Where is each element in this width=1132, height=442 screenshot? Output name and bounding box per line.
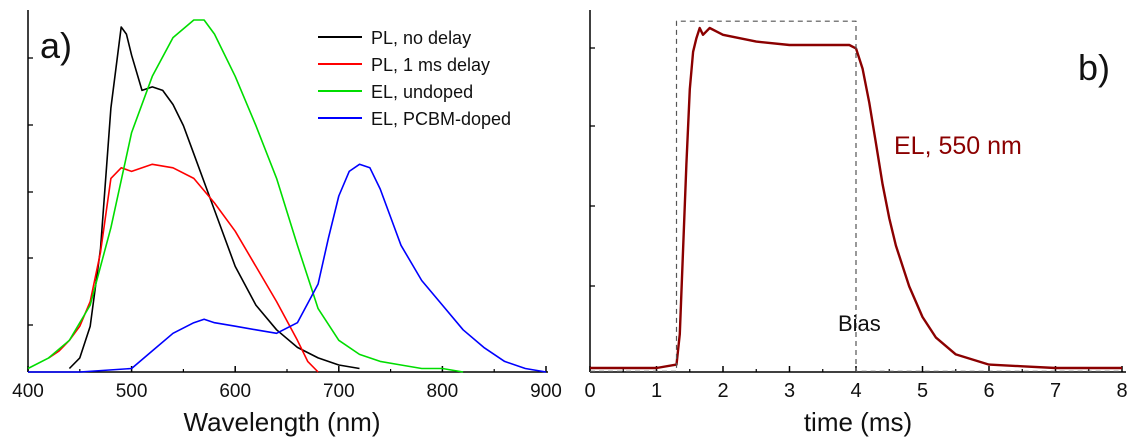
x-tick-label: 8 (1116, 380, 1127, 402)
annotation-bias: Bias (838, 311, 881, 336)
series-line-el-undoped (27, 19, 464, 373)
panel-b-x-axis-label: time (ms) (804, 407, 912, 437)
x-tick-label: 7 (1050, 380, 1061, 402)
x-tick-label: 600 (219, 381, 251, 402)
panel-b-plot: 0 1 2 3 4 5 6 7 8 b) time (ms) EL, 550 nm Bias (584, 10, 1128, 437)
x-tick-label: 6 (983, 380, 994, 402)
series-line-pl-no-delay (68, 26, 360, 370)
legend-entry: EL, undoped (371, 82, 473, 102)
x-tick-label: 800 (427, 381, 459, 402)
annotation-el-550nm: EL, 550 nm (894, 132, 1022, 160)
x-tick-label: 5 (917, 380, 928, 402)
legend-entry: EL, PCBM-doped (371, 109, 511, 129)
x-tick-label: 4 (850, 380, 861, 402)
panel-a-label: a) (40, 25, 72, 66)
panel-a-series-group (27, 19, 547, 373)
series-line-bias (590, 20, 1122, 372)
series-line-el-550-nm (590, 26, 1122, 370)
series-line-el-pcbm-doped (28, 163, 547, 373)
legend-entry: PL, 1 ms delay (371, 55, 490, 75)
panel-a-tick-group: 400 500 600 700 800 900 (12, 57, 562, 402)
series-line-pl-1-ms-delay (48, 163, 319, 373)
x-tick-label: 900 (530, 381, 562, 402)
x-tick-label: 400 (12, 381, 44, 402)
panel-b-label: b) (1078, 47, 1110, 88)
panel-a-x-axis-label: Wavelength (nm) (184, 407, 381, 437)
x-tick-label: 3 (784, 380, 795, 402)
x-tick-label: 1 (651, 380, 662, 402)
panel-b-series-group (590, 20, 1122, 372)
x-tick-label: 500 (116, 381, 148, 402)
x-tick-label: 700 (323, 381, 355, 402)
x-tick-label: 2 (717, 380, 728, 402)
legend-entry: PL, no delay (371, 28, 471, 48)
panel-a-plot: 400 500 600 700 800 900 a) Wavelength (nm) PL… (12, 10, 562, 437)
panel-a-legend: PL, no delay PL, 1 ms delay EL, undoped EL,… (318, 28, 511, 129)
x-tick-label: 0 (584, 380, 595, 402)
